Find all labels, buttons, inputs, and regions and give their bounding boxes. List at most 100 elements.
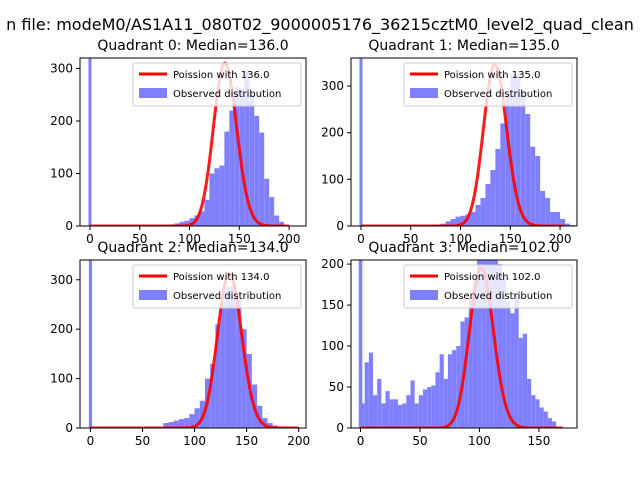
y-tick-label: 200 <box>50 322 73 336</box>
x-tick-label: 0 <box>86 232 94 246</box>
histogram-bar <box>431 385 436 428</box>
histogram-bar <box>373 395 378 428</box>
histogram-bar <box>199 211 205 226</box>
histogram-bar <box>539 407 544 428</box>
x-tick-label: 50 <box>132 232 147 246</box>
legend-label-hist: Observed distribution <box>444 291 552 302</box>
histogram-bar <box>500 123 506 226</box>
histogram-bar <box>489 260 494 428</box>
histogram-bar <box>475 205 481 226</box>
y-tick-label: 0 <box>65 219 73 233</box>
x-tick-label: 200 <box>549 232 572 246</box>
y-tick-label: 200 <box>321 126 344 140</box>
histogram-bar <box>225 287 232 428</box>
y-tick-label: 50 <box>329 380 344 394</box>
histogram-bar <box>422 389 428 428</box>
y-tick-label: 0 <box>336 219 344 233</box>
plot-area <box>359 58 576 226</box>
y-tick-label: 100 <box>321 172 344 186</box>
histogram-bar <box>244 71 250 226</box>
chart-quadrant-0: 0 50 100 150 200 0 100 200 300 Quadrant 0: Median… <box>50 38 307 246</box>
legend: Poission with 136.0 Observed distribution <box>132 62 302 107</box>
histogram-bar-zero <box>88 58 92 226</box>
legend: Poission with 134.0 Observed distribution <box>132 264 302 309</box>
histogram-bar <box>209 173 215 226</box>
histogram-bar <box>565 223 571 226</box>
histogram-bar-zero <box>88 260 92 428</box>
histogram-bar <box>485 184 491 226</box>
y-tick-label: 150 <box>321 298 344 312</box>
histogram-bar <box>184 220 190 226</box>
histogram-bar <box>377 378 382 428</box>
histogram-bar <box>520 90 526 226</box>
x-tick-label: 0 <box>87 434 95 448</box>
histogram-bar <box>249 94 255 226</box>
histogram-bar <box>547 418 553 428</box>
histogram-bar <box>234 86 240 226</box>
chart-title: Quadrant 1: Median=135.0 <box>368 38 559 54</box>
chart-title: Quadrant 3: Median=102.0 <box>368 240 559 256</box>
histogram-bar <box>510 74 516 226</box>
poisson-fit-line <box>359 63 567 226</box>
y-tick-label: 100 <box>321 339 344 353</box>
histogram-bar-zero <box>358 260 363 428</box>
histogram-bar <box>530 146 536 226</box>
histogram-bar <box>163 423 169 428</box>
histogram-bar <box>173 420 179 428</box>
histogram-bar <box>472 280 478 428</box>
histogram-bar-zero <box>359 58 363 226</box>
histogram-bar <box>495 149 501 226</box>
y-tick-label: 300 <box>50 273 73 287</box>
histogram-bar <box>406 395 411 428</box>
histogram-bar <box>179 221 185 226</box>
axes-frame <box>350 57 578 227</box>
legend-patch-swatch <box>410 290 438 300</box>
histogram-bar <box>485 260 490 428</box>
x-tick-label: 0 <box>357 434 365 448</box>
legend-label-fit: Poission with 134.0 <box>173 272 269 283</box>
histogram-bar <box>470 212 476 226</box>
histogram-bar <box>381 403 386 428</box>
y-tick-label: 300 <box>321 79 344 93</box>
y-tick-label: 200 <box>321 257 344 271</box>
poisson-fit-line <box>88 61 291 226</box>
histogram-bar <box>189 414 195 428</box>
histogram-bar <box>510 313 515 428</box>
histogram-bar <box>385 391 390 428</box>
histogram-bar <box>540 191 546 226</box>
histogram-bar <box>364 362 369 428</box>
x-tick-label: 200 <box>287 434 310 448</box>
histogram-bar <box>389 399 394 428</box>
plot-area <box>88 58 291 226</box>
histogram-bar <box>452 350 457 428</box>
legend-label-hist: Observed distribution <box>173 89 281 100</box>
histogram-bar <box>414 403 419 428</box>
axes-frame <box>350 259 578 429</box>
histogram-bar <box>545 198 551 226</box>
histogram-bar <box>535 399 540 428</box>
legend-patch-swatch <box>410 88 438 98</box>
histogram-bar <box>447 354 453 428</box>
histogram-bar <box>543 411 548 428</box>
histogram-bar <box>220 302 226 428</box>
chart-quadrant-1: 0 50 100 150 200 0 100 200 300 Quadrant 1: Median… <box>321 38 578 246</box>
histogram-bar <box>555 212 561 226</box>
x-tick-label: 150 <box>527 434 550 448</box>
histogram-bar <box>522 333 528 428</box>
histogram-bar <box>215 324 221 428</box>
histogram-bar <box>229 110 235 226</box>
histogram-bar <box>456 346 461 428</box>
legend-label-fit: Poission with 136.0 <box>173 70 269 81</box>
histogram-bar <box>515 74 521 226</box>
legend-box <box>403 264 573 309</box>
poisson-fit-line <box>89 271 300 428</box>
histogram-bar <box>219 165 225 226</box>
histogram-bar <box>525 114 531 226</box>
histogram-bar <box>450 219 456 226</box>
histogram-bar <box>178 419 185 428</box>
histogram-bar <box>402 403 407 428</box>
histogram-bar <box>204 199 210 226</box>
histogram-bar <box>254 115 260 226</box>
legend: Poission with 135.0 Observed distribution <box>403 62 573 107</box>
x-tick-label: 100 <box>449 232 472 246</box>
